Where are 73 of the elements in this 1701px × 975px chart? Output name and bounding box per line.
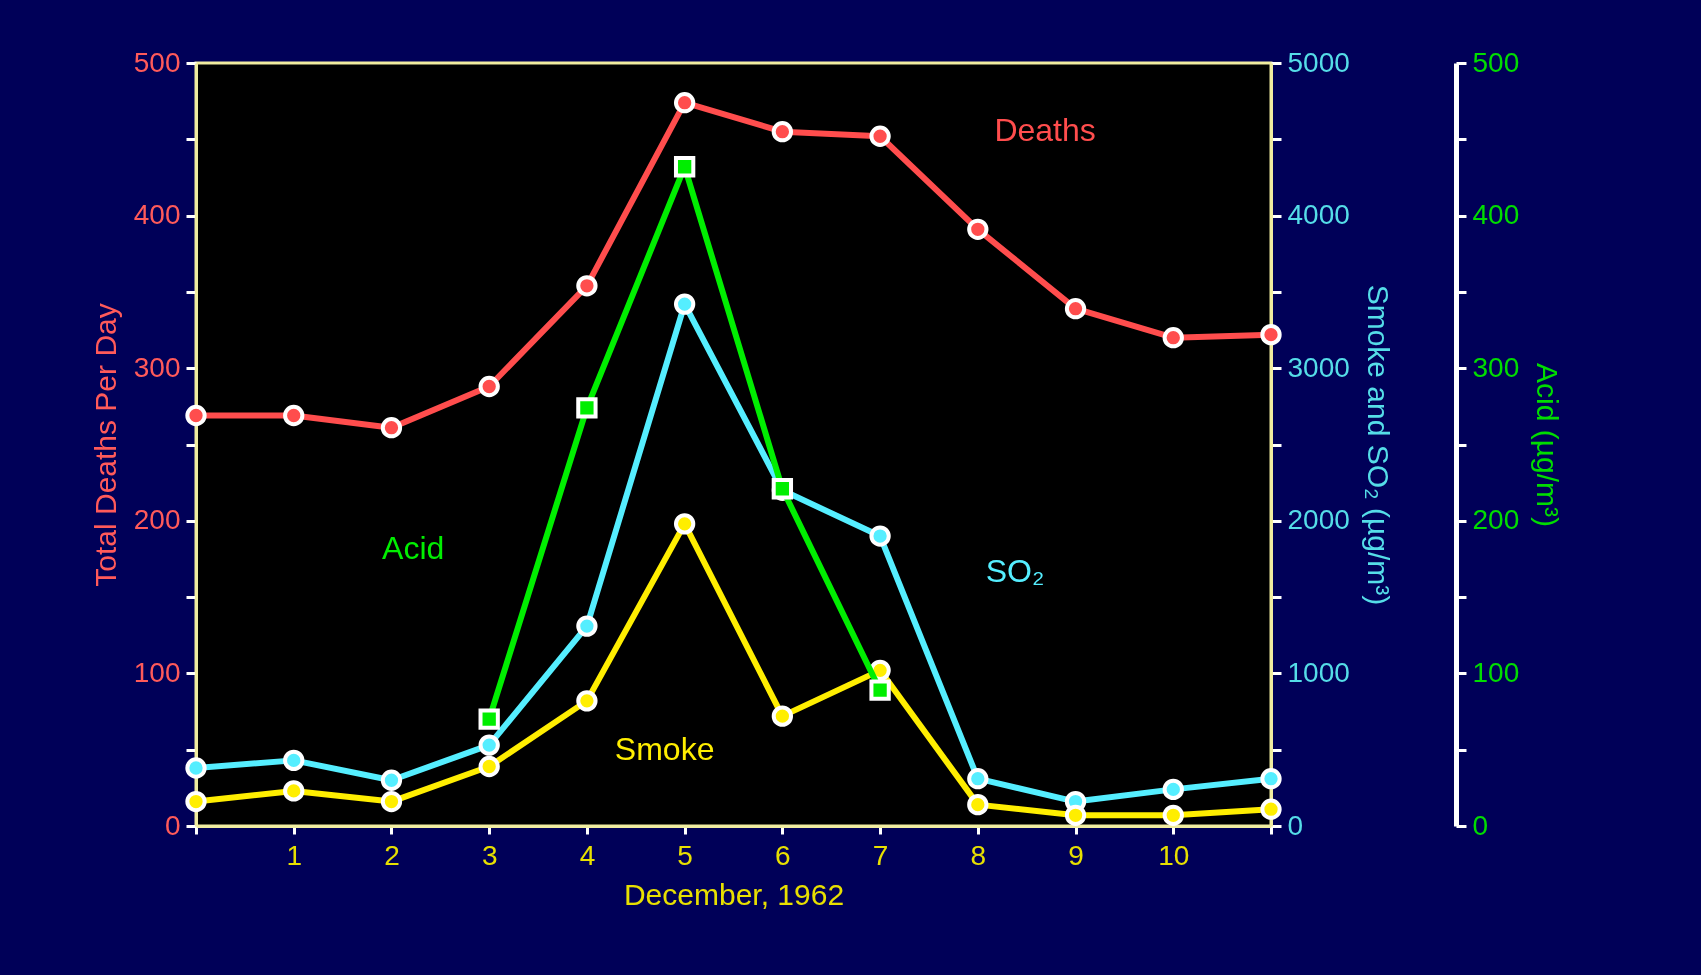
x-tick-label: 1: [286, 839, 303, 871]
y2-tick-label: 2000: [1287, 504, 1350, 536]
y-tick-label: 300: [133, 351, 181, 383]
point: [967, 768, 989, 790]
point: [185, 790, 207, 813]
point: [1260, 768, 1282, 790]
series-label: Smoke: [614, 730, 715, 767]
x-tick-label: 10: [1158, 839, 1190, 871]
point: [1064, 298, 1087, 320]
x-tick-label: 6: [775, 839, 791, 871]
y3-tick-label: 0: [1472, 809, 1489, 841]
point: [771, 705, 794, 727]
x-tick-label: 4: [579, 839, 596, 871]
text: Deaths: [994, 112, 1096, 149]
y2-tick-label: 3000: [1287, 351, 1350, 383]
point: [478, 375, 500, 398]
point: [1064, 804, 1087, 826]
point: [1162, 327, 1184, 349]
point: [283, 749, 305, 772]
y3-axis-title: Acid (µg/m³): [1531, 363, 1565, 527]
point: [283, 780, 305, 802]
point: [185, 404, 207, 427]
point: [771, 121, 794, 143]
y-tick-label: 0: [164, 809, 181, 841]
y3-tick-label: 200: [1472, 504, 1520, 536]
point: [869, 125, 891, 147]
point: [380, 769, 403, 791]
y2-tick-label: 1000: [1287, 656, 1350, 688]
point: [1260, 798, 1282, 820]
point: [967, 218, 989, 240]
y3-tick-label: 100: [1472, 656, 1520, 688]
point: [576, 615, 598, 637]
y-axis-title: Total Deaths Per Day: [88, 303, 122, 587]
y-tick-label: 500: [133, 46, 181, 78]
y-tick-label: 400: [133, 199, 181, 231]
y-tick-label: 100: [133, 656, 181, 688]
point: [380, 790, 403, 813]
point: [673, 92, 696, 114]
point: [967, 793, 989, 816]
y3-tick-label: 500: [1472, 46, 1520, 78]
point: [478, 734, 500, 756]
y-tick-label: 200: [133, 504, 181, 536]
point: [869, 679, 891, 701]
point: [869, 525, 891, 547]
text: SO₂: [985, 553, 1045, 590]
point: [185, 757, 207, 779]
point: [283, 404, 305, 427]
y2-tick-label: 0: [1287, 809, 1304, 841]
point: [673, 293, 696, 315]
y2-tick-label: 4000: [1287, 199, 1350, 231]
point: [380, 417, 403, 439]
point: [478, 755, 500, 778]
point: [576, 690, 598, 712]
y3-tick-label: 300: [1472, 351, 1520, 383]
point: [478, 708, 500, 730]
point: [576, 275, 598, 297]
point: [1260, 323, 1282, 346]
x-tick-label: 5: [677, 839, 693, 871]
y2-tick-label: 5000: [1287, 46, 1350, 78]
x-tick-label: 7: [872, 839, 889, 871]
y3-tick-label: 400: [1472, 199, 1520, 231]
point: [673, 513, 696, 535]
x-tick-label: 9: [1068, 839, 1084, 871]
x-tick-label: 8: [970, 839, 987, 871]
point: [576, 397, 598, 419]
x-tick-label: 3: [481, 839, 498, 871]
point: [1162, 804, 1184, 826]
point: [673, 156, 696, 178]
x-tick-label: 2: [384, 839, 400, 871]
y2-axis-title: Smoke and SO₂ (µg/m³): [1361, 284, 1395, 606]
point: [1162, 778, 1184, 801]
text: Acid: [382, 530, 445, 567]
x-axis-title: December, 1962: [623, 877, 845, 911]
